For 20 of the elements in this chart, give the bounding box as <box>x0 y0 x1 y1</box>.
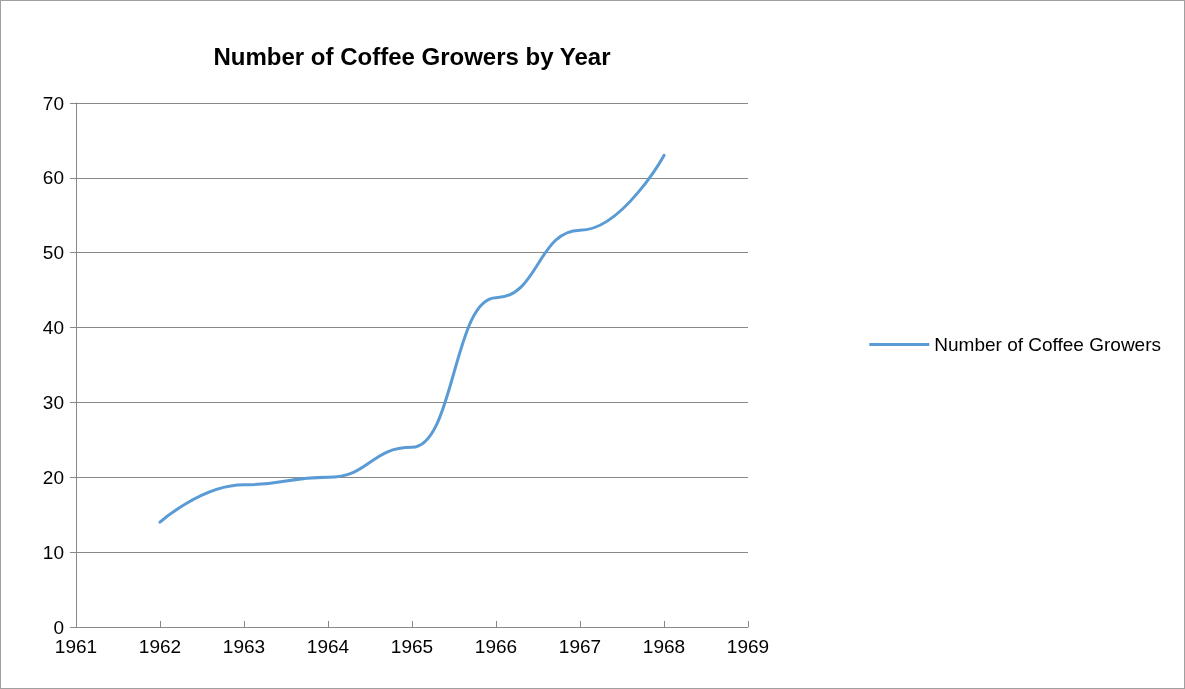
x-tick-label: 1965 <box>390 636 434 657</box>
y-tick-label: 40 <box>42 317 64 339</box>
x-tick-label: 1962 <box>138 636 182 657</box>
x-tick-label: 1967 <box>558 636 602 657</box>
y-tick-label: 10 <box>42 541 64 563</box>
x-tick-label: 1966 <box>474 636 518 657</box>
y-tick-label: 70 <box>42 92 64 114</box>
line-series <box>158 153 666 524</box>
chart-title: Number of Coffee Growers by Year <box>213 42 611 70</box>
y-tick-label: 0 <box>53 616 64 638</box>
y-tick-label: 60 <box>42 167 64 189</box>
x-tick-label: 1961 <box>54 636 98 657</box>
x-tick-label: 1963 <box>222 636 266 657</box>
y-tick-label: 30 <box>42 391 64 413</box>
y-tick-label: 50 <box>42 242 64 264</box>
y-tick-label: 20 <box>42 466 64 488</box>
x-tick-label: 1964 <box>306 636 350 657</box>
x-tick-label: 1969 <box>726 636 770 657</box>
legend-label: Number of Coffee Growers <box>934 334 1161 355</box>
x-tick-label: 1968 <box>642 636 686 657</box>
